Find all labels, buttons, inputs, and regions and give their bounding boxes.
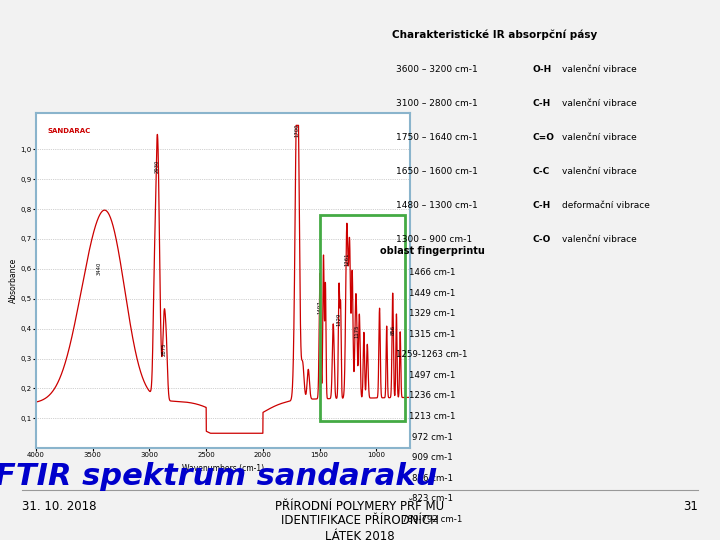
Text: 1261: 1261 — [344, 252, 349, 266]
Text: 2930: 2930 — [155, 160, 160, 173]
Text: 1700: 1700 — [294, 124, 300, 137]
Text: O-H: O-H — [533, 65, 552, 74]
Text: 31: 31 — [683, 500, 698, 512]
Text: 823 cm-1: 823 cm-1 — [412, 494, 452, 503]
Text: 2875: 2875 — [162, 342, 167, 355]
Text: 1329: 1329 — [336, 312, 341, 326]
Text: Charakteristické IR absorpční pásy: Charakteristické IR absorpční pásy — [392, 30, 598, 40]
Text: C-H: C-H — [533, 201, 551, 210]
Text: SANDARAC: SANDARAC — [48, 129, 91, 134]
Text: C=O: C=O — [533, 133, 555, 142]
Text: 856: 856 — [390, 325, 395, 335]
Text: valenční vibrace: valenční vibrace — [562, 99, 636, 108]
Text: 1449 cm-1: 1449 cm-1 — [409, 289, 455, 298]
Y-axis label: Absorbance: Absorbance — [9, 258, 18, 303]
Text: 1750 – 1640 cm-1: 1750 – 1640 cm-1 — [396, 133, 478, 142]
Text: 789-792 cm-1: 789-792 cm-1 — [402, 515, 462, 524]
Text: valenční vibrace: valenční vibrace — [562, 65, 636, 74]
Text: 1650 – 1600 cm-1: 1650 – 1600 cm-1 — [396, 167, 478, 176]
Text: 1497: 1497 — [318, 300, 323, 314]
Text: 1236 cm-1: 1236 cm-1 — [409, 392, 455, 401]
Text: C-C: C-C — [533, 167, 550, 176]
Text: 1480 – 1300 cm-1: 1480 – 1300 cm-1 — [396, 201, 478, 210]
Text: valenční vibrace: valenční vibrace — [562, 235, 636, 244]
Text: 856 cm-1: 856 cm-1 — [412, 474, 452, 483]
Text: 909 cm-1: 909 cm-1 — [412, 453, 452, 462]
Text: valenční vibrace: valenční vibrace — [562, 167, 636, 176]
Text: FTIR spektrum sandaraku: FTIR spektrum sandaraku — [0, 462, 437, 491]
Text: 3600 – 3200 cm-1: 3600 – 3200 cm-1 — [396, 65, 478, 74]
Text: 1259-1263 cm-1: 1259-1263 cm-1 — [396, 350, 468, 360]
Text: 1329 cm-1: 1329 cm-1 — [409, 309, 455, 319]
Text: PŘÍRODNÍ POLYMERY PŘF MU
IDENTIFIKACE PŘÍRODNÍCH
LÁTEK 2018: PŘÍRODNÍ POLYMERY PŘF MU IDENTIFIKACE PŘ… — [276, 500, 444, 540]
Text: oblast fingerprintu: oblast fingerprintu — [379, 246, 485, 256]
Text: 1300 – 900 cm-1: 1300 – 900 cm-1 — [396, 235, 472, 244]
X-axis label: Wavenumbers (cm-1): Wavenumbers (cm-1) — [182, 464, 264, 473]
Text: valenční vibrace: valenční vibrace — [562, 133, 636, 142]
Text: 1213 cm-1: 1213 cm-1 — [409, 412, 455, 421]
Text: 3440: 3440 — [97, 261, 102, 275]
Bar — [320, 215, 405, 421]
Text: C-H: C-H — [533, 99, 551, 108]
Text: 1466 cm-1: 1466 cm-1 — [409, 268, 455, 278]
Text: deformační vibrace: deformační vibrace — [562, 201, 649, 210]
Text: 1175: 1175 — [354, 324, 359, 338]
Text: 972 cm-1: 972 cm-1 — [412, 433, 452, 442]
Text: 1497 cm-1: 1497 cm-1 — [409, 371, 455, 380]
Text: C-O: C-O — [533, 235, 552, 244]
Text: 3100 – 2800 cm-1: 3100 – 2800 cm-1 — [396, 99, 478, 108]
Text: 1315 cm-1: 1315 cm-1 — [409, 330, 455, 339]
Text: 31. 10. 2018: 31. 10. 2018 — [22, 500, 96, 512]
